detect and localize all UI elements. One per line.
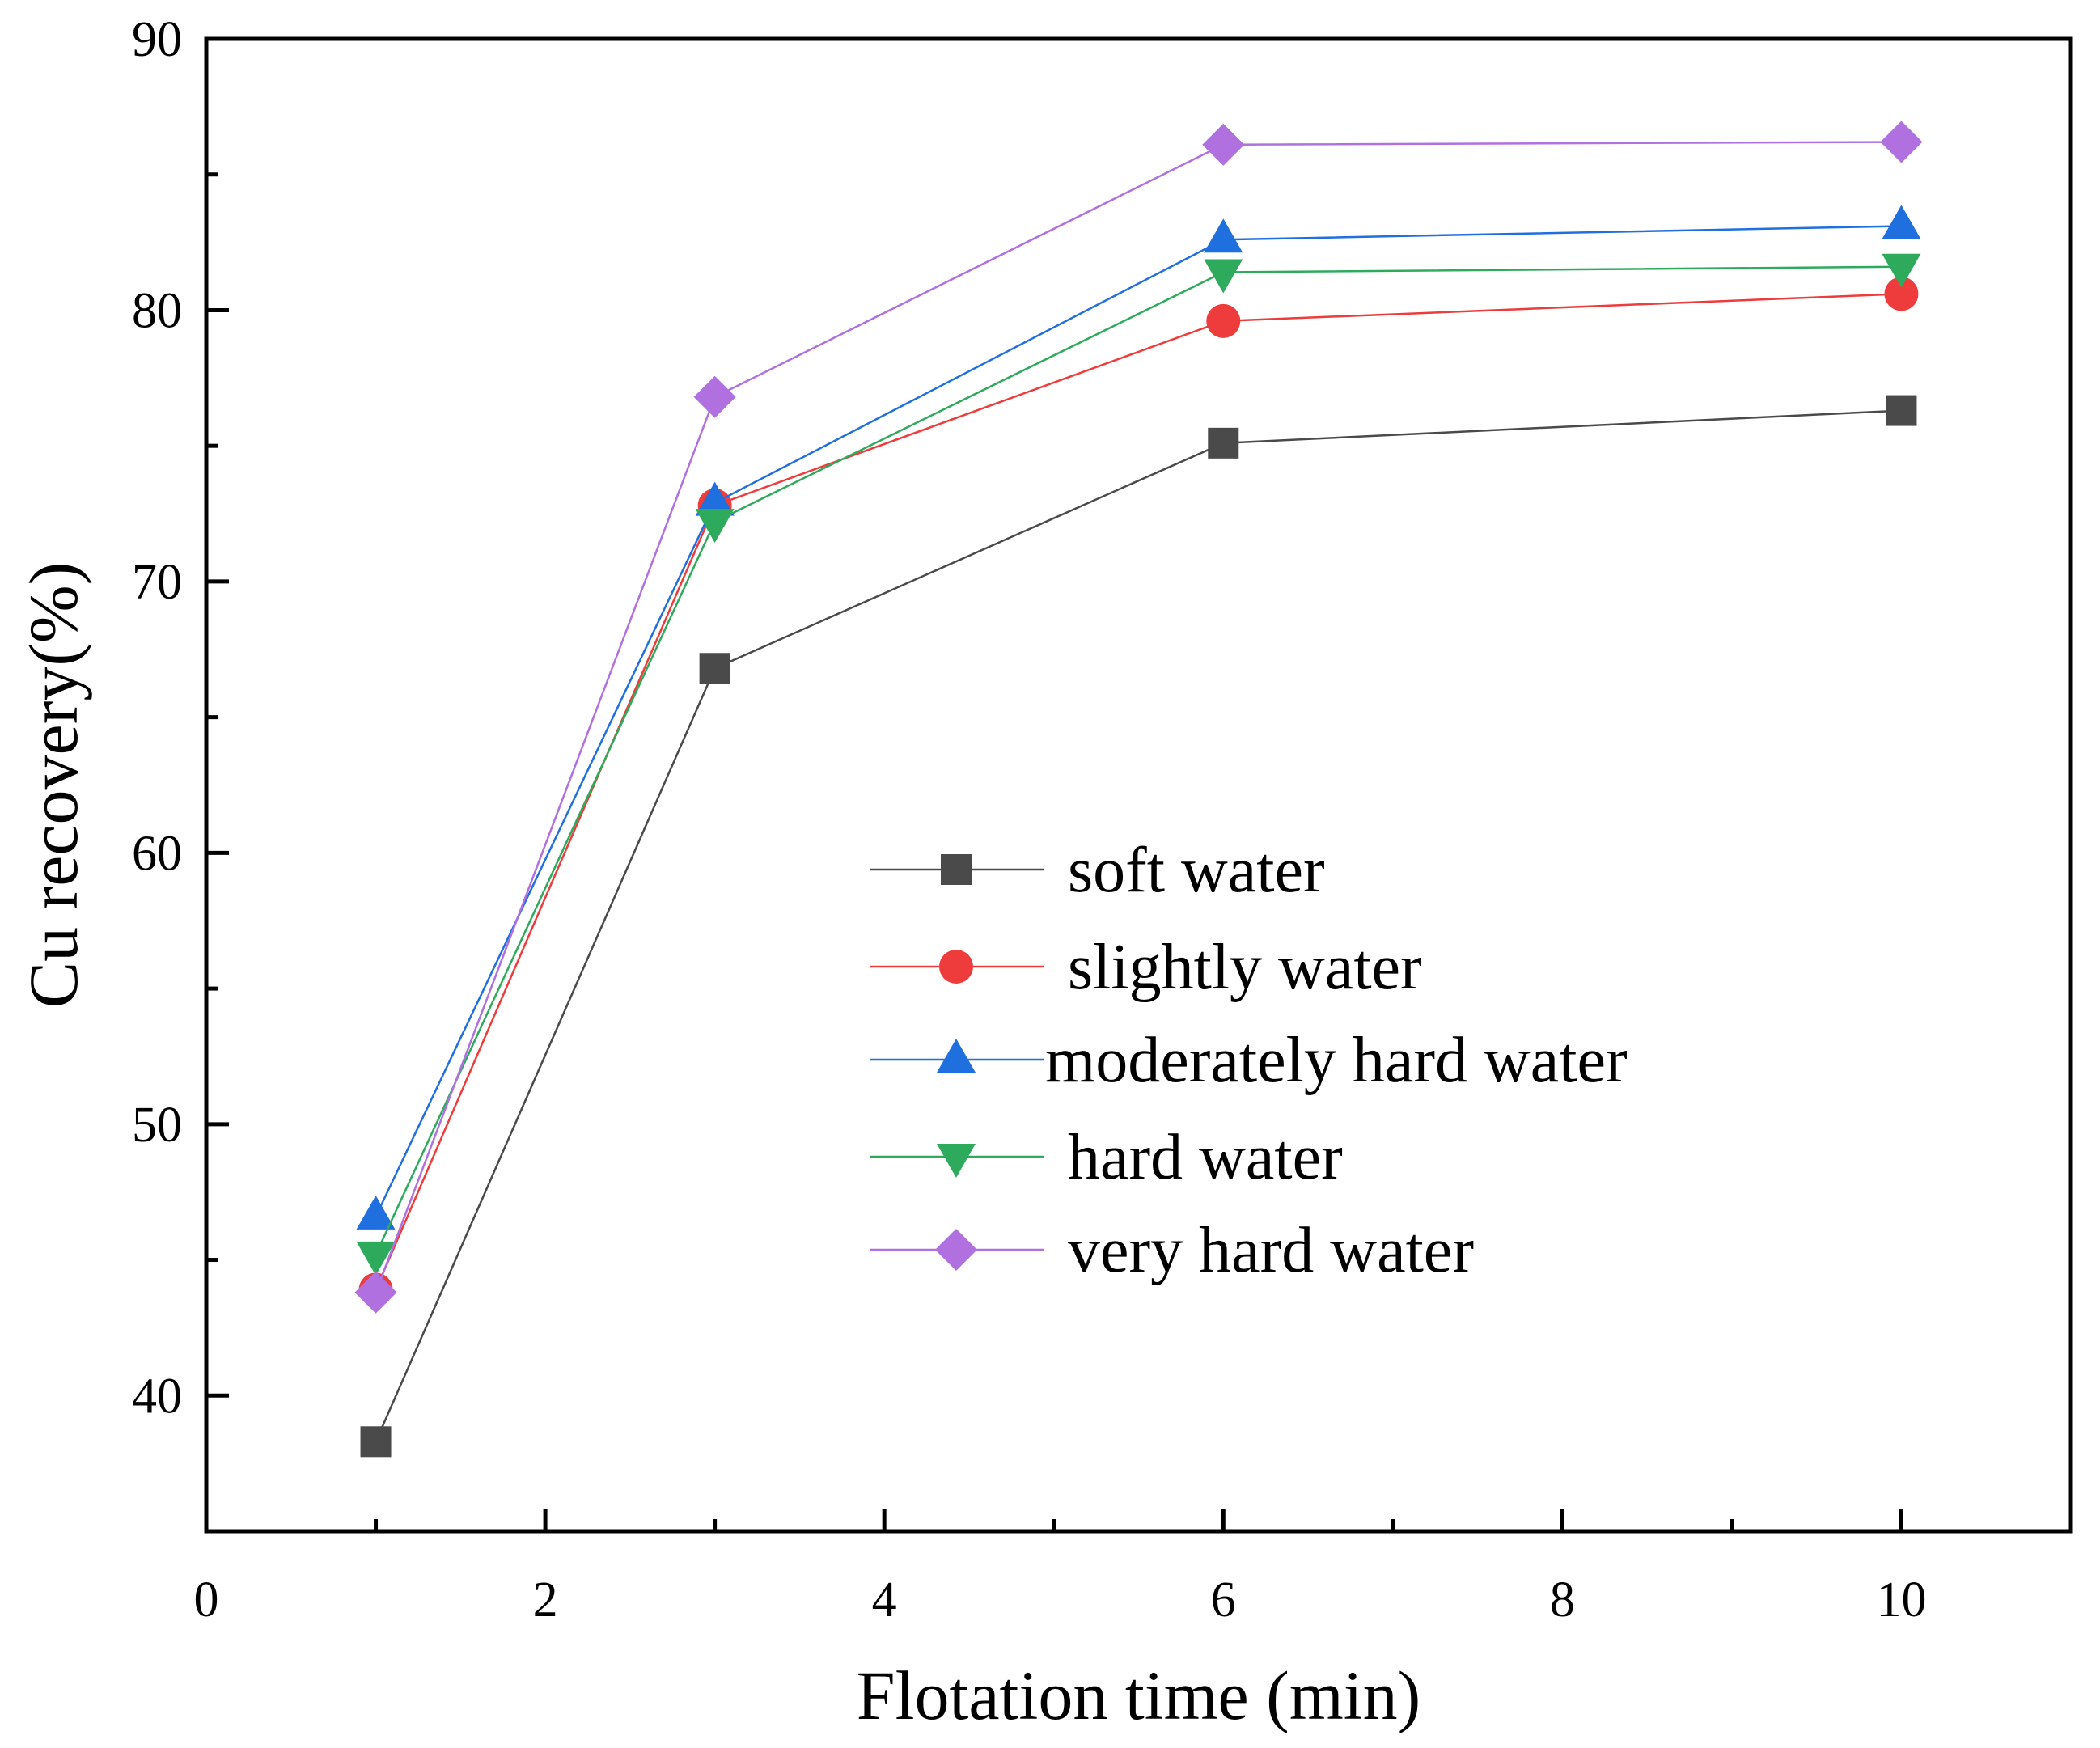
series-layer [354,121,1923,1458]
legend-marker [935,1229,977,1271]
series-line [375,141,1902,1293]
data-point [1204,218,1243,253]
data-point [1884,277,1919,311]
series-line [375,225,1902,1217]
series-line [375,265,1902,1255]
data-point [356,1241,396,1276]
series-line [375,293,1902,1290]
y-axis-title: Cu recovery(%) [15,562,92,1009]
y-tick-label: 50 [132,1098,182,1153]
legend-item: very hard water [870,1215,1474,1286]
legend-marker [937,1039,976,1073]
legend-label: hard water [1068,1122,1343,1193]
series-very-hard-water [354,121,1923,1314]
y-tick-label: 90 [132,12,182,67]
legend-item: hard water [870,1122,1343,1193]
data-point [360,1426,392,1458]
data-point [695,509,735,544]
tick-labels: 0 2 4 6 8 10 40 50 60 70 80 90 [132,12,1926,1627]
data-point [354,1271,397,1314]
data-point [693,375,736,418]
data-point [1206,303,1241,338]
y-tick-label: 40 [132,1369,182,1424]
data-point [1208,427,1239,459]
legend-marker [939,950,973,984]
x-tick-label: 8 [1550,1572,1575,1627]
series-moderately-hard-water [356,205,1921,1230]
legend-label: soft water [1068,835,1325,906]
data-point [1882,253,1921,288]
y-tick-label: 70 [132,555,182,610]
legend-label: very hard water [1068,1215,1474,1286]
plot-frame [204,36,2073,1534]
data-point [1882,205,1921,239]
x-tick-label: 6 [1211,1572,1236,1627]
series-line [375,409,1902,1442]
data-point [356,1195,396,1230]
x-tick-label: 4 [872,1572,897,1627]
legend-item: moderately hard water [870,1025,1628,1096]
legend-label: slightly water [1068,932,1422,1003]
x-tick-label: 2 [533,1572,558,1627]
legend-marker [941,854,972,885]
series-soft-water [360,395,1917,1458]
y-tick-label: 80 [132,283,182,338]
data-point [1204,259,1243,294]
x-axis-title: Flotation time (min) [857,1657,1421,1734]
x-tick-label: 0 [194,1572,219,1627]
legend-item: slightly water [870,932,1422,1003]
data-point [1880,121,1923,163]
legend-marker [937,1144,976,1178]
legend-label: moderately hard water [1045,1025,1628,1096]
data-point [1886,395,1917,426]
data-point [699,653,730,684]
data-point [695,481,735,516]
x-tick-label: 10 [1876,1572,1926,1627]
y-tick-label: 60 [132,826,182,881]
legend: soft water slightly water moderately hard … [870,835,1628,1286]
legend-item: soft water [870,835,1325,906]
data-point [1202,123,1245,166]
series-hard-water [356,253,1921,1276]
